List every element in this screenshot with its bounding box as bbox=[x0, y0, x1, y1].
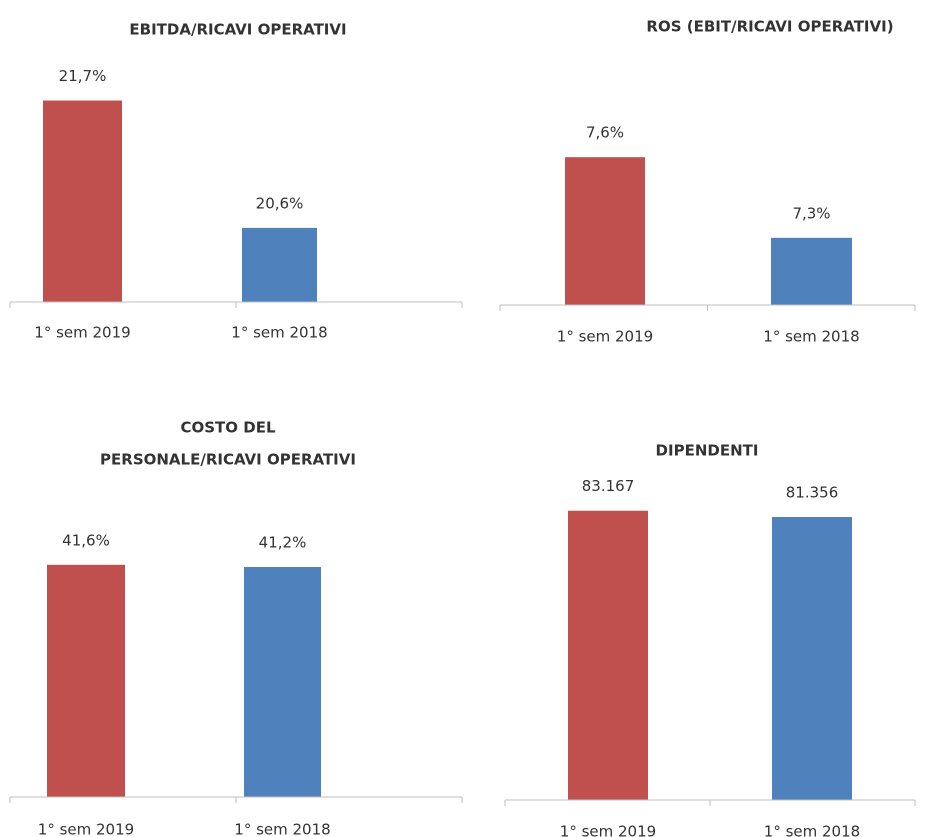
data-label: 7,6% bbox=[586, 124, 624, 142]
x-tick-label: 1° sem 2019 bbox=[557, 328, 653, 346]
data-label: 20,6% bbox=[256, 194, 304, 212]
x-tick-label: 1° sem 2018 bbox=[763, 328, 859, 346]
bar bbox=[242, 227, 317, 302]
bar bbox=[43, 100, 122, 303]
chart-title: EBITDA/RICAVI OPERATIVI bbox=[129, 21, 346, 39]
bar bbox=[568, 510, 648, 800]
data-label: 41,2% bbox=[259, 534, 307, 552]
data-label: 41,6% bbox=[62, 531, 110, 549]
bar bbox=[771, 237, 852, 305]
x-tick-label: 1° sem 2018 bbox=[231, 324, 327, 342]
chart-title: DIPENDENTI bbox=[656, 442, 759, 460]
bar bbox=[772, 517, 852, 800]
x-tick-label: 1° sem 2019 bbox=[34, 324, 130, 342]
data-label: 21,7% bbox=[59, 67, 107, 85]
x-tick-label: 1° sem 2019 bbox=[38, 821, 134, 837]
chart-title: COSTO DEL bbox=[180, 419, 275, 437]
data-label: 83.167 bbox=[582, 477, 635, 495]
x-tick-label: 1° sem 2018 bbox=[764, 823, 860, 837]
data-label: 81.356 bbox=[786, 484, 839, 502]
data-label: 7,3% bbox=[792, 204, 830, 222]
chart-title: PERSONALE/RICAVI OPERATIVI bbox=[100, 451, 356, 469]
bar bbox=[244, 567, 321, 797]
bar bbox=[47, 564, 125, 797]
chart-title: ROS (EBIT/RICAVI OPERATIVI) bbox=[646, 18, 893, 36]
bar bbox=[565, 157, 645, 305]
x-tick-label: 1° sem 2019 bbox=[560, 823, 656, 837]
x-tick-label: 1° sem 2018 bbox=[234, 821, 330, 837]
